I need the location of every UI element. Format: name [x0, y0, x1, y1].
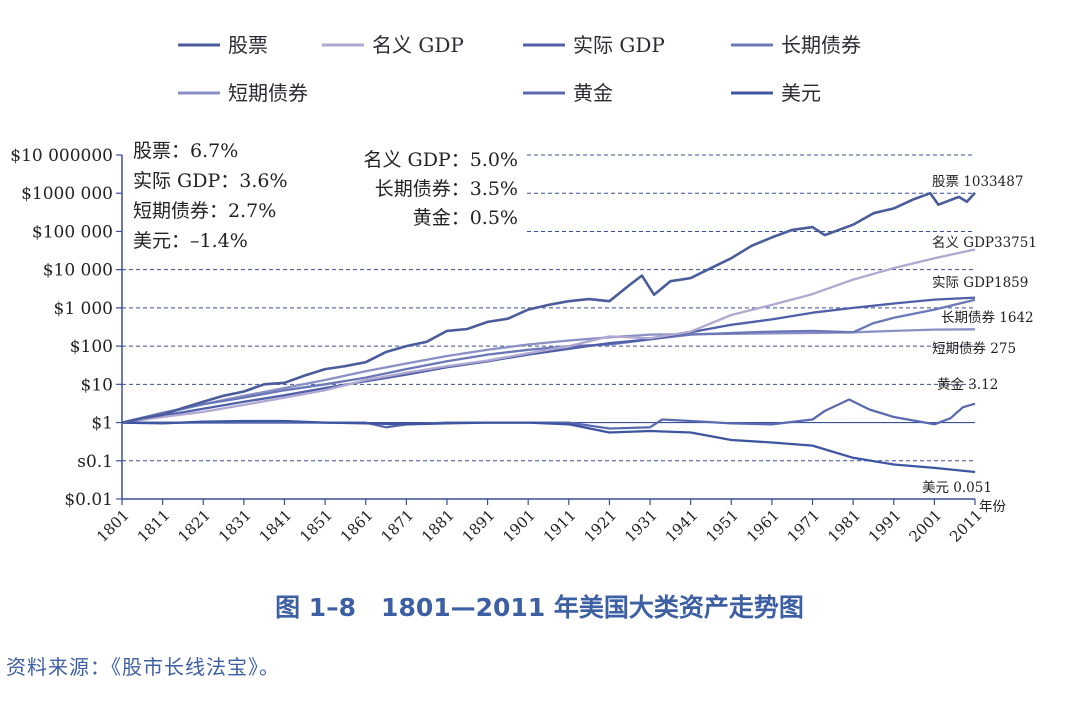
x-tick-label: 1851 — [296, 506, 336, 546]
y-tick-label: $10 000 — [43, 261, 113, 281]
x-tick-label: 1831 — [215, 506, 255, 546]
rate-left-0: 股票：6.7% — [133, 140, 238, 162]
x-tick-label: 1951 — [702, 506, 742, 546]
legend-label-黄金: 黄金 — [573, 81, 613, 105]
x-tick-label: 1921 — [581, 506, 621, 546]
x-tick-label: 1991 — [865, 506, 905, 546]
x-tick-label: 1931 — [621, 506, 661, 546]
x-tick-label: 1801 — [93, 506, 133, 546]
x-tick-label: 1941 — [662, 506, 702, 546]
y-tick-label: $10 000000 — [10, 146, 113, 166]
rate-left-2: 短期债券：2.7% — [133, 200, 276, 222]
growth-rate-annotations: 股票：6.7% 实际 GDP：3.6% 短期债券：2.7% 美元：–1.4% 名义 GD… — [133, 140, 518, 252]
y-tick-label: $1 — [91, 414, 113, 434]
x-tick-label: 1821 — [174, 506, 214, 546]
series-line-股票 — [121, 191, 976, 424]
x-axis-ticks: 1801 1811 1821 1831 1841 1851 1861 1871 1881 1891… — [93, 499, 1007, 546]
series-line-短期债券 — [121, 328, 976, 424]
x-tick-label: 2001 — [905, 506, 945, 546]
y-tick-label: $100 — [70, 337, 113, 357]
x-tick-label: 1861 — [337, 506, 377, 546]
rate-right-0: 名义 GDP：5.0% — [363, 149, 518, 171]
series-line-实际-GDP — [121, 296, 976, 424]
legend-label-长期债券: 长期债券 — [781, 33, 861, 57]
end-label-实际-GDP: 实际 GDP1859 — [932, 275, 1028, 291]
y-tick-label: $1000 000 — [21, 184, 113, 204]
rate-left-1: 实际 GDP：3.6% — [133, 170, 288, 192]
end-label-黄金: 黄金 3.12 — [937, 377, 998, 393]
end-label-短期债券: 短期债券 275 — [932, 341, 1016, 357]
legend-label-美元: 美元 — [781, 81, 821, 105]
x-tick-label: 1891 — [459, 506, 499, 546]
y-tick-label: $10 — [81, 375, 113, 395]
x-tick-label: 1881 — [418, 506, 458, 546]
x-tick-label: 1971 — [784, 506, 824, 546]
source-note: 资料来源：《股市长线法宝》。 — [6, 655, 280, 679]
x-tick-label: 1981 — [824, 506, 864, 546]
y-tick-label: s0.1 — [77, 452, 113, 472]
x-tick-label: 1841 — [256, 506, 296, 546]
figure-caption: 图 1–8 1801—2011 年美国大类资产走势图 — [275, 593, 804, 622]
rate-right-1: 长期债券：3.5% — [375, 178, 518, 200]
x-tick-label: 1911 — [540, 506, 580, 546]
legend-label-股票: 股票 — [228, 33, 268, 57]
y-tick-label: $1 000 — [54, 299, 113, 319]
y-axis-ticks: $10 000000 $1000 000 $100 000 $10 000 $1 000… — [10, 146, 122, 510]
rate-right-2: 黄金：0.5% — [413, 207, 518, 229]
x-tick-label: 1811 — [134, 506, 174, 546]
legend-label-短期债券: 短期债券 — [228, 81, 308, 105]
legend-label-实际-GDP: 实际 GDP — [573, 33, 665, 57]
y-tick-label: $100 000 — [32, 222, 113, 242]
y-tick-label: $0.01 — [64, 490, 113, 510]
end-label-长期债券: 长期债券 1642 — [941, 310, 1034, 326]
rate-left-3: 美元：–1.4% — [133, 230, 248, 252]
chart-series — [121, 191, 976, 474]
x-tick-label: 1961 — [743, 506, 783, 546]
x-tick-label: 1901 — [499, 506, 539, 546]
x-axis-title: 年份 — [979, 499, 1007, 515]
x-tick-label: 1871 — [377, 506, 417, 546]
series-line-美元 — [121, 419, 976, 474]
series-line-名义-GDP — [121, 248, 976, 424]
end-label-股票: 股票 1033487 — [932, 174, 1023, 190]
end-label-名义-GDP: 名义 GDP33751 — [932, 235, 1037, 251]
legend-label-名义-GDP: 名义 GDP — [372, 33, 464, 57]
series-end-labels: 股票 1033487 名义 GDP33751 实际 GDP1859 长期债券 1642… — [922, 174, 1037, 496]
end-label-美元: 美元 0.051 — [922, 480, 992, 496]
